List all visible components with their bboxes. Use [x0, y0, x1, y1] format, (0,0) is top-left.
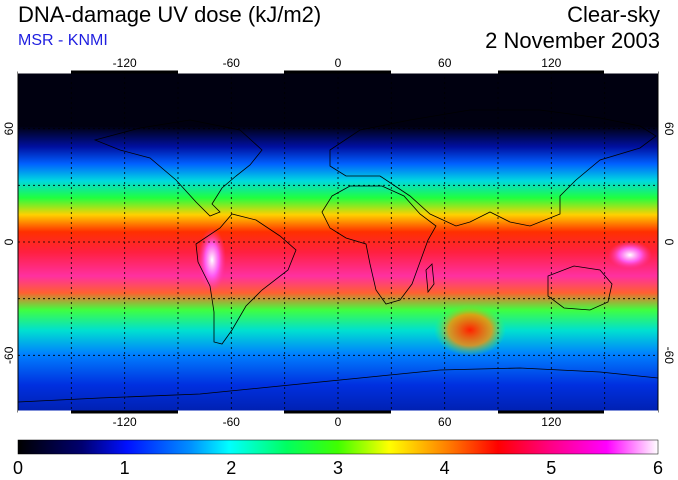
colorbar-label: 0 [12, 458, 24, 478]
lon-label-top: -120 [113, 56, 137, 70]
lon-label-top: -60 [223, 56, 241, 70]
lon-label-bottom: 60 [438, 415, 452, 429]
map-frame-ticks [18, 70, 658, 414]
lon-label-top: 120 [541, 56, 561, 70]
sky-condition: Clear-sky [567, 2, 660, 27]
lon-label-top: 0 [335, 56, 342, 70]
lon-label-bottom: -120 [113, 415, 137, 429]
lon-label-top: 60 [438, 56, 452, 70]
australia-coast [547, 265, 613, 311]
colorbar-label: 3 [332, 458, 344, 478]
lat-label-left: -60 [2, 346, 16, 364]
antarctica-coast [18, 367, 658, 403]
eurasia-coast [329, 109, 657, 227]
colorbar-label: 2 [226, 458, 237, 478]
lat-tick-labels-left: 60 0 -60 [2, 122, 16, 364]
colorbar-label: 6 [652, 458, 664, 478]
lon-tick-labels-bottom: -120 -60 0 60 120 [113, 415, 562, 429]
graticule [18, 72, 658, 412]
andes-uv-hotspot [198, 228, 226, 292]
lat-label-left: 60 [2, 122, 16, 136]
lon-label-bottom: 120 [541, 415, 561, 429]
colorbar-label: 4 [439, 458, 450, 478]
lon-tick-labels-top: -120 -60 0 60 120 [113, 56, 562, 70]
madagascar-coast [425, 263, 435, 294]
map-subtitle: MSR - KNMI [18, 32, 108, 49]
map-field [18, 72, 658, 412]
map-title: DNA-damage UV dose (kJ/m2) [18, 2, 322, 27]
lon-label-bottom: -60 [223, 415, 241, 429]
coastlines [18, 109, 658, 403]
colorbar [17, 439, 659, 455]
lat-tick-labels-right: 60 0 -60 [662, 122, 676, 364]
map-date: 2 November 2003 [485, 28, 660, 53]
colorbar-label: 5 [546, 458, 557, 478]
lat-label-right: 0 [662, 239, 676, 246]
pacific-uv-hotspot [608, 241, 652, 269]
lat-label-right: 60 [662, 122, 676, 136]
colorbar-label: 1 [119, 458, 130, 478]
south-america-coast [195, 213, 297, 345]
lat-label-right: -60 [662, 347, 676, 365]
indian-ocean-uv-patch [434, 304, 506, 356]
lon-label-bottom: 0 [335, 415, 342, 429]
north-america-coast [93, 119, 263, 217]
lat-label-left: 0 [2, 238, 16, 245]
africa-coast [321, 185, 437, 305]
